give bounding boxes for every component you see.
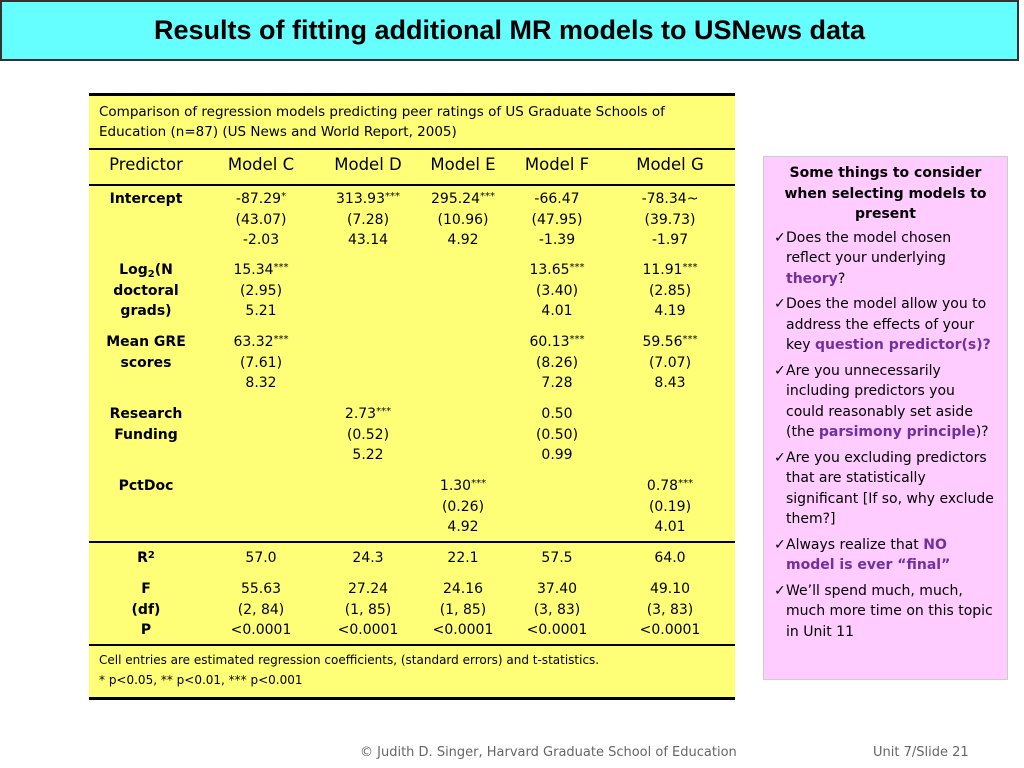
list-item: ✓ Does the model chosen reflect your unde… — [774, 228, 997, 290]
header-model-e: Model E — [430, 155, 496, 174]
checkmark-icon: ✓ — [774, 582, 786, 599]
considerations-panel: Some things to consider when selecting m… — [763, 156, 1008, 680]
fstat-cell: 49.10 (3, 83) <0.0001 — [639, 581, 701, 638]
r2-value: 24.3 — [352, 550, 384, 566]
checkmark-icon: ✓ — [774, 449, 786, 466]
checkmark-icon: ✓ — [774, 296, 786, 312]
row-label-log2: Log2(N doctoral grads) — [113, 262, 179, 319]
coef-cell: 59.56*** (7.07) 8.43 — [642, 334, 698, 391]
list-item: ✓ Are you unnecessarily including predict… — [774, 361, 997, 443]
header-model-d: Model D — [334, 155, 402, 174]
slide-title: Results of fitting additional MR models … — [153, 15, 866, 45]
divider — [89, 541, 735, 543]
r2-value: 22.1 — [447, 550, 479, 566]
coef-cell: 60.13*** (8.26) 7.28 — [529, 334, 585, 391]
coef-cell: 0.50 (0.50) 0.99 — [535, 406, 579, 463]
checkmark-icon: ✓ — [774, 229, 786, 246]
divider — [89, 184, 735, 186]
r2-value: 57.5 — [541, 550, 573, 566]
r2-value: 57.0 — [245, 550, 277, 566]
coef-cell: 313.93*** (7.28) 43.14 — [336, 191, 400, 248]
fstat-cell: 24.16 (1, 85) <0.0001 — [432, 581, 494, 638]
divider — [89, 148, 735, 150]
coef-cell: 1.30*** (0.26) 4.92 — [439, 478, 487, 535]
list-item: ✓ Always realize that NO model is ever “f… — [774, 535, 997, 576]
header-model-f: Model F — [524, 155, 590, 174]
header-predictor: Predictor — [109, 155, 183, 174]
panel-heading: Some things to consider when selecting m… — [784, 165, 987, 222]
coef-cell: -87.29* (43.07) -2.03 — [235, 191, 287, 248]
significance-note: * p<0.05, ** p<0.01, *** p<0.001 — [99, 673, 303, 687]
checkmark-icon: ✓ — [774, 362, 786, 379]
list-item: ✓ We’ll spend much, much, much more time … — [774, 581, 997, 643]
coef-cell: -66.47 (47.95) -1.39 — [531, 191, 583, 248]
row-label-fstat: F (df) P — [131, 581, 161, 638]
fstat-cell: 27.24 (1, 85) <0.0001 — [337, 581, 399, 638]
header-model-g: Model G — [636, 155, 704, 174]
header-model-c: Model C — [227, 155, 295, 174]
list-item: ✓ Are you excluding predictors that are s… — [774, 448, 997, 530]
divider — [89, 644, 735, 646]
footer-credit: © Judith D. Singer, Harvard Graduate Sch… — [360, 745, 737, 760]
row-label-r2: R2 — [137, 550, 155, 566]
coef-cell: 15.34*** (2.95) 5.21 — [233, 262, 289, 319]
fstat-cell: 55.63 (2, 84) <0.0001 — [230, 581, 292, 638]
coef-cell: 295.24*** (10.96) 4.92 — [431, 191, 495, 248]
table-caption: Comparison of regression models predicti… — [99, 104, 665, 140]
row-label-research: Research Funding — [109, 406, 183, 443]
coef-cell: 2.73*** (0.52) 5.22 — [344, 406, 392, 463]
checkmark-icon: ✓ — [774, 536, 786, 553]
results-table: Comparison of regression models predicti… — [89, 93, 735, 700]
fstat-cell: 37.40 (3, 83) <0.0001 — [526, 581, 588, 638]
r2-value: 64.0 — [654, 550, 686, 566]
row-label-gre: Mean GRE scores — [106, 334, 186, 371]
coef-cell: -78.34~ (39.73) -1.97 — [641, 191, 699, 248]
list-item: ✓ Does the model allow you to address the… — [774, 294, 997, 356]
coef-cell: 11.91*** (2.85) 4.19 — [642, 262, 698, 319]
row-label-intercept: Intercept — [109, 191, 183, 207]
coef-cell: 0.78*** (0.19) 4.01 — [646, 478, 694, 535]
table-note: Cell entries are estimated regression co… — [99, 653, 600, 667]
slide-number: Unit 7/Slide 21 — [873, 745, 969, 760]
row-label-pctdoc: PctDoc — [118, 478, 174, 494]
coef-cell: 63.32*** (7.61) 8.32 — [233, 334, 289, 391]
coef-cell: 13.65*** (3.40) 4.01 — [529, 262, 585, 319]
title-bar: Results of fitting additional MR models … — [0, 0, 1019, 61]
